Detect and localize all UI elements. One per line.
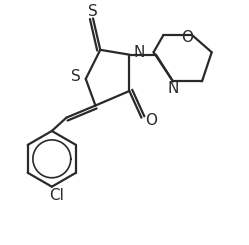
Text: N: N <box>133 45 145 60</box>
Text: N: N <box>167 81 179 96</box>
Text: Cl: Cl <box>49 188 64 203</box>
Text: S: S <box>88 4 98 19</box>
Text: O: O <box>145 113 157 128</box>
Text: O: O <box>182 30 193 45</box>
Text: S: S <box>71 69 81 84</box>
